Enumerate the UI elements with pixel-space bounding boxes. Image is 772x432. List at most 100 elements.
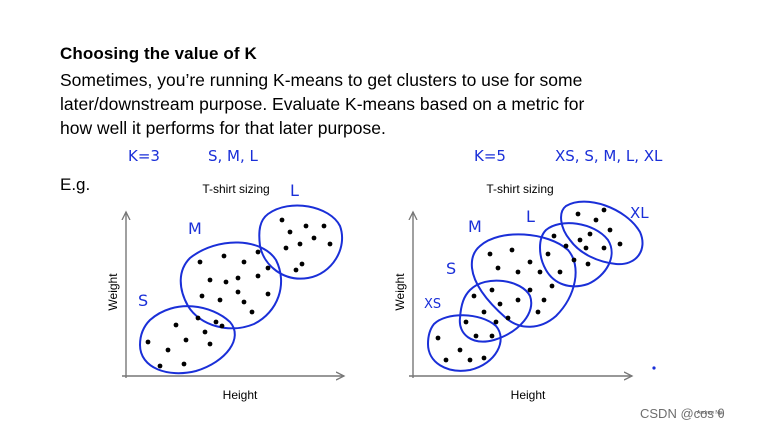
data-point — [297, 241, 303, 247]
data-point — [213, 319, 219, 325]
cluster-xs-label: XS — [424, 297, 441, 312]
data-point — [537, 269, 543, 275]
cluster-xl-label: XL — [630, 204, 649, 222]
data-point — [593, 217, 599, 223]
stray-pen-dot — [652, 366, 656, 370]
data-point — [497, 301, 503, 307]
cluster-l-outline — [258, 204, 343, 280]
data-point — [202, 329, 208, 335]
cluster-s-label: S — [138, 291, 148, 310]
body-line-3: how well it performs for that later purp… — [60, 118, 386, 138]
data-point — [601, 245, 607, 251]
data-point — [587, 231, 593, 237]
cluster-s-label-right: S — [446, 259, 456, 278]
data-point — [199, 293, 205, 299]
data-point — [235, 275, 241, 281]
right-plot: T-shirt sizing Height Weight XS S M L XL — [393, 182, 656, 402]
cluster-l-outline-right — [539, 222, 613, 288]
data-point — [541, 297, 547, 303]
watermark: CSDN @cos θ — [640, 406, 725, 421]
data-point — [527, 287, 533, 293]
cluster-m-label-right: M — [468, 217, 482, 236]
right-x-label: Height — [511, 388, 546, 402]
data-point — [463, 319, 469, 325]
left-plot: T-shirt sizing Height Weight S M L — [106, 181, 344, 402]
data-point — [495, 265, 501, 271]
data-point — [235, 289, 241, 295]
data-point — [279, 217, 285, 223]
data-point — [223, 279, 229, 285]
data-point — [299, 261, 305, 267]
data-point — [241, 259, 247, 265]
data-point — [255, 273, 261, 279]
data-point — [311, 235, 317, 241]
data-point — [443, 357, 449, 363]
cluster-s-outline-right — [458, 279, 533, 343]
data-point — [549, 283, 555, 289]
data-point — [435, 335, 441, 341]
data-point — [493, 319, 499, 325]
left-x-label: Height — [223, 388, 258, 402]
right-plot-title: T-shirt sizing — [486, 182, 553, 196]
data-point — [583, 245, 589, 251]
cluster-l-label: L — [290, 181, 299, 200]
data-point — [473, 333, 479, 339]
data-point — [487, 251, 493, 257]
xs-xl-annotation: XS, S, M, L, XL — [555, 147, 663, 165]
data-point — [195, 315, 201, 321]
data-point — [471, 293, 477, 299]
data-point — [481, 355, 487, 361]
data-point — [509, 247, 515, 253]
body-paragraph: Sometimes, you’re running K-means to get… — [60, 68, 750, 140]
data-point — [535, 309, 541, 315]
data-point — [527, 259, 533, 265]
data-point — [321, 223, 327, 229]
data-point — [221, 253, 227, 259]
data-point — [207, 277, 213, 283]
cluster-xs-outline — [426, 314, 502, 372]
slide-title: Choosing the value of K — [60, 44, 257, 63]
cluster-m-outline-right — [470, 233, 577, 328]
data-point — [551, 233, 557, 239]
cluster-m-outline — [179, 241, 283, 330]
data-point — [217, 297, 223, 303]
data-point — [255, 249, 261, 255]
data-point — [219, 323, 225, 329]
k5-annotation: K=5 — [474, 147, 506, 165]
data-point — [489, 287, 495, 293]
data-point — [197, 259, 203, 265]
author-credit: Andrew Ng — [697, 410, 722, 416]
data-point — [489, 333, 495, 339]
data-point — [607, 227, 613, 233]
data-point — [557, 269, 563, 275]
data-point — [293, 267, 299, 273]
data-point — [545, 251, 551, 257]
data-point — [165, 347, 171, 353]
data-point — [241, 299, 247, 305]
left-data-points — [145, 217, 333, 369]
right-y-label: Weight — [393, 273, 407, 311]
left-plot-title: T-shirt sizing — [202, 182, 269, 196]
data-point — [183, 337, 189, 343]
right-data-points — [435, 207, 623, 363]
data-point — [265, 291, 271, 297]
cluster-s-outline — [138, 305, 236, 375]
k3-annotation: K=3 — [128, 147, 160, 165]
cluster-m-label: M — [188, 219, 202, 238]
body-line-1: Sometimes, you’re running K-means to get… — [60, 70, 583, 90]
cluster-l-label-right: L — [526, 207, 535, 226]
data-point — [157, 363, 163, 369]
data-point — [515, 269, 521, 275]
data-point — [249, 309, 255, 315]
body-line-2: later/downstream purpose. Evaluate K-mea… — [60, 94, 585, 114]
data-point — [617, 241, 623, 247]
data-point — [327, 241, 333, 247]
example-label: E.g. — [60, 175, 91, 194]
data-point — [571, 257, 577, 263]
data-point — [585, 261, 591, 267]
cluster-xl-outline — [560, 200, 644, 266]
data-point — [207, 341, 213, 347]
data-point — [575, 211, 581, 217]
data-point — [287, 229, 293, 235]
